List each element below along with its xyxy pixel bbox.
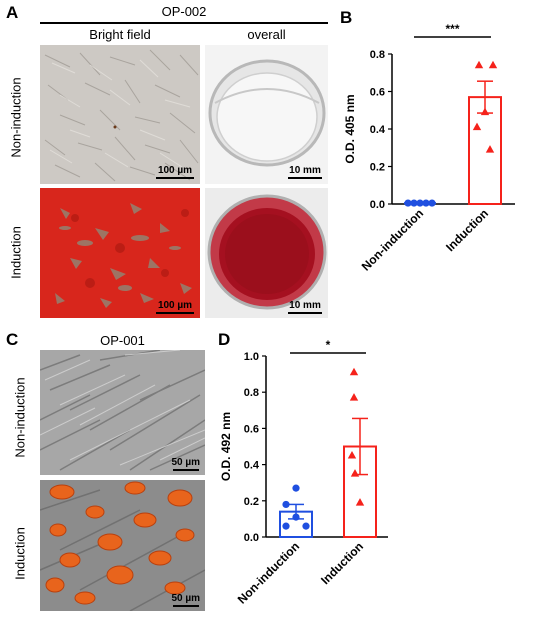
micrograph-non-induction-c: 50 µm <box>40 350 205 475</box>
data-point-induction <box>350 469 360 477</box>
data-point-non-induction <box>416 199 424 207</box>
scalebar-a4: 10 mm <box>288 300 322 314</box>
row-label-induction-a: Induction <box>8 226 24 279</box>
x-category-label: Induction <box>318 539 366 587</box>
data-point-induction <box>480 107 490 116</box>
y-tick-label: 0.0 <box>244 532 259 544</box>
data-point-induction <box>347 451 357 459</box>
photo-dish-non-induction: 10 mm <box>205 45 328 184</box>
data-point-non-induction <box>292 484 300 492</box>
micrograph-brightfield-non-induction: 100 µm <box>40 45 200 184</box>
y-tick-label: 0.0 <box>370 199 385 211</box>
sample-title-c: OP-001 <box>100 333 145 348</box>
y-axis-title: O.D. 492 nm <box>219 412 233 481</box>
data-point-induction <box>349 367 359 376</box>
row-label-induction-c: Induction <box>12 527 28 580</box>
data-point-non-induction <box>282 500 290 509</box>
data-point-non-induction <box>428 199 436 207</box>
col-label-overall: overall <box>247 27 286 42</box>
data-point-induction <box>472 122 482 131</box>
x-category-label: Non-induction <box>359 206 426 273</box>
row-label-non-induction-c: Non-induction <box>12 377 28 458</box>
data-point-non-induction <box>292 513 300 521</box>
scalebar-label: 50 µm <box>171 457 200 468</box>
data-point-non-induction <box>302 522 310 530</box>
data-point-non-induction <box>422 199 430 207</box>
y-axis-title: O.D. 405 nm <box>343 94 357 163</box>
scalebar-label: 50 µm <box>171 593 200 604</box>
data-point-induction <box>488 60 498 69</box>
scalebar-c2: 50 µm <box>171 593 200 607</box>
scalebar-a3: 100 µm <box>156 300 194 314</box>
scalebar-label: 10 mm <box>289 165 321 176</box>
y-tick-label: 0.8 <box>244 387 259 399</box>
chart-b: 0.0 0.2 0.4 0.6 0.8 O.D. 405 nm Non-induction I… <box>343 22 515 274</box>
x-category-label: Induction <box>443 206 491 254</box>
y-tick-label: 1.0 <box>244 351 259 363</box>
data-point-induction <box>474 60 484 69</box>
panel-letter-a: A <box>6 3 19 22</box>
data-point-induction <box>485 145 495 153</box>
col-label-bright-field: Bright field <box>89 27 151 42</box>
scalebar-c1: 50 µm <box>171 457 200 471</box>
y-tick-label: 0.4 <box>244 460 260 472</box>
y-tick-label: 0.6 <box>370 87 385 99</box>
y-tick-label: 0.8 <box>370 49 385 61</box>
y-tick-label: 0.2 <box>244 496 259 508</box>
chart-d: 0.0 0.2 0.4 0.6 0.8 1.0 O.D. 492 nm Non-inducti… <box>219 340 388 607</box>
header-rule <box>40 22 328 24</box>
y-tick-label: 0.6 <box>244 423 259 435</box>
panel-letter-b: B <box>340 8 353 27</box>
row-label-non-induction-a: Non-induction <box>8 77 24 158</box>
micrograph-brightfield-induction: 100 µm <box>40 188 200 318</box>
data-point-non-induction <box>404 199 412 207</box>
micrograph-induction-c: 50 µm <box>40 480 205 611</box>
sample-title-a: OP-002 <box>161 4 207 19</box>
data-point-non-induction <box>282 522 290 530</box>
panel-letter-d: D <box>218 330 231 349</box>
data-point-induction <box>349 393 359 401</box>
data-point-non-induction <box>410 199 418 207</box>
significance-label: *** <box>445 22 459 36</box>
scalebar-label: 100 µm <box>157 165 193 176</box>
y-tick-label: 0.4 <box>370 124 386 136</box>
panel-letter-c: C <box>6 330 19 349</box>
scalebar-label: 100 µm <box>157 300 193 311</box>
y-tick-label: 0.2 <box>370 162 385 174</box>
photo-dish-induction: 10 mm <box>205 188 328 318</box>
x-category-label: Non-induction <box>235 539 302 606</box>
scalebar-a1: 100 µm <box>156 165 194 179</box>
scalebar-label: 10 mm <box>289 300 321 311</box>
significance-label: * <box>326 340 331 352</box>
scalebar-a2: 10 mm <box>288 165 322 179</box>
data-point-induction <box>355 498 365 506</box>
